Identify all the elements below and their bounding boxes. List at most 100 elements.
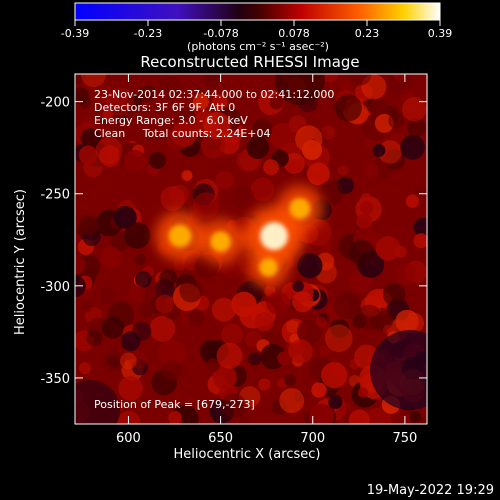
texture-blob — [123, 149, 146, 172]
texture-blob — [414, 184, 427, 198]
texture-blob — [420, 415, 427, 424]
texture-blob — [192, 93, 209, 110]
texture-blob — [266, 291, 290, 315]
source-core — [259, 258, 278, 277]
colorbar: -0.39 -0.23 -0.078 0.078 0.23 0.39 (photons c… — [61, 2, 453, 53]
texture-blob — [321, 74, 338, 83]
texture-blob — [81, 301, 93, 313]
texture-blob — [269, 95, 284, 110]
texture-blob — [254, 312, 274, 332]
texture-blob — [286, 320, 300, 333]
texture-blob — [356, 213, 373, 230]
texture-blob — [101, 316, 125, 339]
texture-blob — [337, 165, 348, 176]
texture-blob — [216, 342, 243, 369]
texture-blob — [363, 162, 379, 178]
texture-blob — [159, 269, 177, 287]
texture-blob — [182, 170, 193, 181]
texture-blob — [231, 291, 257, 318]
texture-blob — [158, 339, 186, 367]
x-tick-label: 650 — [208, 431, 233, 446]
texture-blob — [221, 323, 243, 346]
texture-blob — [102, 349, 125, 372]
texture-blob — [248, 352, 262, 366]
texture-blob — [250, 177, 275, 202]
colorbar-tick-label: 0.078 — [278, 27, 310, 40]
colorbar-tick-label: -0.23 — [134, 27, 162, 40]
texture-blob — [321, 125, 335, 140]
texture-blob — [80, 128, 101, 149]
texture-blob — [246, 136, 270, 159]
texture-blob — [348, 74, 372, 86]
texture-blob — [356, 304, 382, 331]
texture-blob — [134, 253, 147, 266]
x-axis-label: Heliocentric X (arcsec) — [174, 447, 321, 462]
texture-blob — [135, 270, 152, 288]
texture-blob — [387, 74, 413, 96]
texture-blob — [297, 253, 323, 279]
texture-blob — [231, 186, 255, 209]
texture-blob — [102, 109, 114, 120]
texture-blob — [372, 143, 386, 157]
texture-blob — [75, 255, 86, 275]
info-line-detectors: Detectors: 3F 6F 9F, Att 0 — [94, 101, 235, 114]
colorbar-unit-label: (photons cm⁻² s⁻¹ asec⁻²) — [187, 40, 329, 53]
texture-blob — [405, 194, 420, 208]
heatmap-texture — [75, 74, 427, 424]
texture-blob — [311, 382, 327, 398]
info-block: 23-Nov-2014 02:37:44.000 to 02:41:12.000… — [94, 88, 334, 140]
texture-blob — [409, 410, 422, 423]
texture-blob — [203, 74, 221, 87]
texture-blob — [78, 145, 98, 165]
texture-blob — [75, 380, 120, 424]
texture-blob — [359, 201, 374, 215]
texture-blob — [98, 287, 116, 305]
texture-blob — [212, 365, 237, 390]
texture-blob — [138, 84, 156, 102]
texture-blob — [292, 291, 314, 313]
colorbar-gradient — [74, 2, 441, 21]
x-tick-label: 700 — [300, 431, 325, 446]
texture-blob — [100, 246, 122, 269]
texture-blob — [324, 324, 353, 353]
texture-blob — [394, 263, 416, 285]
texture-blob — [139, 303, 154, 318]
y-axis-ticks: -200 -250 -300 -350 — [40, 96, 427, 387]
info-line-time: 23-Nov-2014 02:37:44.000 to 02:41:12.000 — [94, 88, 334, 101]
texture-blob — [124, 222, 151, 249]
x-tick-label: 750 — [392, 431, 417, 446]
texture-blob — [118, 376, 143, 401]
texture-blob — [201, 133, 226, 158]
chart-title: Reconstructed RHESSI Image — [140, 53, 359, 71]
source-core — [260, 222, 289, 251]
texture-blob — [388, 112, 405, 129]
texture-blob — [309, 403, 335, 424]
texture-blob — [187, 309, 205, 327]
texture-blob — [212, 94, 228, 110]
texture-blob — [334, 94, 362, 122]
texture-blob — [203, 111, 231, 140]
texture-blob — [333, 291, 362, 320]
texture-blob — [393, 74, 406, 81]
texture-blob — [348, 409, 370, 424]
texture-blob — [221, 393, 246, 418]
texture-blob — [339, 402, 352, 414]
y-tick-label: -350 — [40, 372, 70, 387]
texture-blob — [184, 253, 209, 278]
texture-blob — [119, 352, 137, 370]
footer-timestamp: 19-May-2022 19:29 — [366, 483, 494, 498]
colorbar-tick-label: 0.39 — [428, 27, 453, 40]
texture-blob — [413, 233, 427, 249]
texture-blob — [339, 79, 352, 92]
texture-blob — [106, 87, 134, 116]
texture-blob — [179, 279, 203, 303]
texture-blob — [330, 318, 350, 338]
texture-blob — [382, 283, 406, 306]
texture-blob — [307, 162, 330, 186]
texture-blob — [211, 297, 236, 322]
texture-blob — [315, 316, 327, 328]
texture-blob — [279, 388, 305, 414]
texture-blob — [364, 407, 392, 424]
texture-blob — [75, 330, 95, 352]
texture-blob — [318, 180, 344, 206]
